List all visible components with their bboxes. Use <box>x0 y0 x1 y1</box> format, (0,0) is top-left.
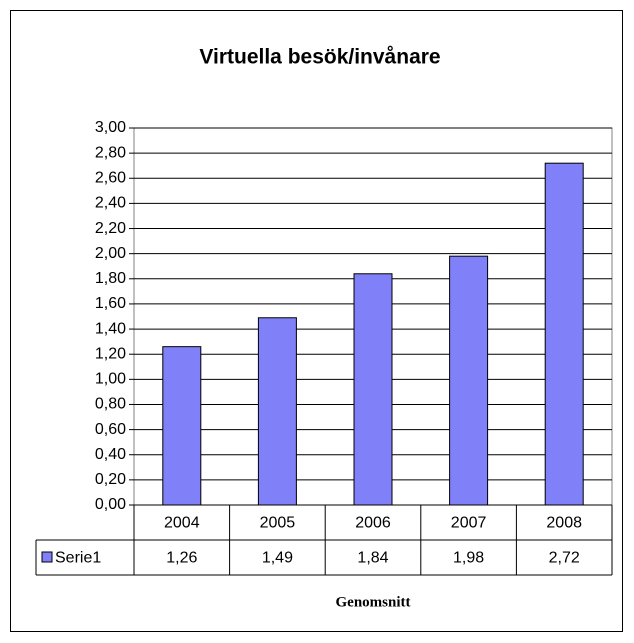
x-tick-label: 2008 <box>546 515 582 532</box>
y-tick-label: 1,80 <box>95 270 126 287</box>
y-tick-label: 2,80 <box>95 144 126 161</box>
data-label: 1,26 <box>166 550 197 567</box>
data-label: 1,49 <box>262 550 293 567</box>
data-label: 2,72 <box>549 550 580 567</box>
bar <box>449 255 489 506</box>
bar <box>544 162 584 506</box>
x-tick-label: 2007 <box>451 515 487 532</box>
y-tick-label: 0,60 <box>95 421 126 438</box>
y-tick-label: 3,00 <box>95 119 126 136</box>
y-tick-label: 1,20 <box>95 345 126 362</box>
y-tick-label: 2,40 <box>95 195 126 212</box>
bar <box>162 346 202 506</box>
x-axis-label: Genomsnitt <box>336 594 411 610</box>
data-label: 1,84 <box>357 550 388 567</box>
x-tick-label: 2004 <box>164 515 200 532</box>
y-tick-label: 1,40 <box>95 320 126 337</box>
y-tick-label: 0,40 <box>95 446 126 463</box>
chart-title: Virtuella besök/invånare <box>199 46 440 69</box>
x-tick-label: 2006 <box>355 515 391 532</box>
y-tick-label: 2,60 <box>95 169 126 186</box>
bar <box>257 317 297 506</box>
x-tick-label: 2005 <box>260 515 296 532</box>
y-tick-label: 2,00 <box>95 245 126 262</box>
y-tick-label: 1,00 <box>95 371 126 388</box>
y-tick-label: 2,20 <box>95 220 126 237</box>
y-tick-label: 1,60 <box>95 295 126 312</box>
data-label: 1,98 <box>453 550 484 567</box>
y-tick-label: 0,20 <box>95 471 126 488</box>
bar <box>353 273 393 506</box>
legend-swatch <box>41 551 53 563</box>
legend-label: Serie1 <box>55 550 101 567</box>
y-tick-label: 0,00 <box>95 496 126 513</box>
y-tick-label: 0,80 <box>95 396 126 413</box>
